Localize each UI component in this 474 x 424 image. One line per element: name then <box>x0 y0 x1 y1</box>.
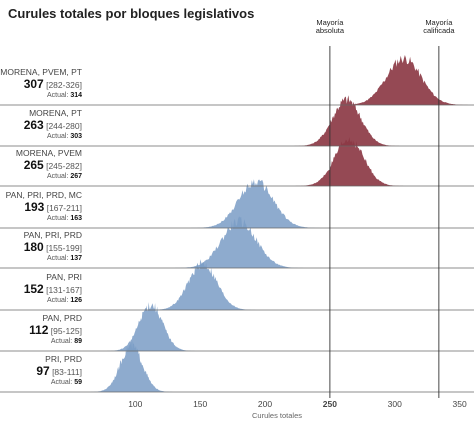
series-median: 112 [95-125] <box>29 322 82 337</box>
threshold-label-1: Mayoría absoluta <box>315 18 345 36</box>
distribution-1 <box>331 55 474 105</box>
series-name: PAN, PRI, PRD <box>23 230 82 240</box>
series-median: 307 [282-326] <box>23 76 82 91</box>
row-label-3: MORENA, PVEM 265 [245-282] Actual: 267 <box>0 148 82 181</box>
series-name: PAN, PRI <box>46 272 82 282</box>
series-name: PRI, PRD <box>45 354 82 364</box>
x-axis-label: Curules totales <box>252 411 302 420</box>
series-actual: Actual: 314 <box>46 91 82 99</box>
series-median: 180 [155-199] <box>23 239 82 254</box>
series-actual: Actual: 137 <box>46 254 82 262</box>
x-tick-label-2: 150 <box>193 399 207 409</box>
series-name: PAN, PRD <box>42 313 82 323</box>
series-actual: Actual: 126 <box>46 296 82 304</box>
row-label-4: PAN, PRI, PRD, MC 193 [167-211] Actual: 16… <box>0 190 82 223</box>
series-actual: Actual: 303 <box>46 132 82 140</box>
row-label-1: MORENA, PVEM, PT 307 [282-326] Actual: 314 <box>0 67 82 100</box>
series-median: 152 [131-167] <box>23 281 82 296</box>
chart-title: Curules totales por bloques legislativos <box>8 6 255 21</box>
x-tick-label-1: 100 <box>128 399 142 409</box>
series-actual: Actual: 89 <box>50 337 82 345</box>
series-actual: Actual: 59 <box>50 378 82 386</box>
series-median: 263 [244-280] <box>23 117 82 132</box>
row-label-6: PAN, PRI 152 [131-167] Actual: 126 <box>0 272 82 305</box>
series-median: 193 [167-211] <box>24 199 82 214</box>
row-label-5: PAN, PRI, PRD 180 [155-199] Actual: 137 <box>0 230 82 263</box>
distribution-2 <box>287 95 407 146</box>
series-actual: Actual: 267 <box>46 172 82 180</box>
threshold-label-2: Mayoría calificada <box>423 18 455 36</box>
series-actual: Actual: 163 <box>46 214 82 222</box>
series-median: 265 [245-282] <box>23 157 82 172</box>
distribution-4 <box>183 179 329 228</box>
distribution-6 <box>143 259 263 310</box>
series-name: MORENA, PT <box>29 108 82 118</box>
series-name: MORENA, PVEM <box>15 148 82 158</box>
distribution-7 <box>101 302 201 351</box>
series-name: MORENA, PVEM, PT <box>0 67 82 77</box>
distribution-3 <box>288 137 411 186</box>
x-tick-label-5: 300 <box>388 399 402 409</box>
x-tick-label-4: 250 <box>323 399 337 409</box>
distribution-5 <box>166 216 312 268</box>
distribution-8 <box>85 340 178 392</box>
row-label-7: PAN, PRD 112 [95-125] Actual: 89 <box>0 313 82 346</box>
row-label-2: MORENA, PT 263 [244-280] Actual: 303 <box>0 108 82 141</box>
series-median: 97 [83-111] <box>36 363 82 378</box>
row-label-8: PRI, PRD 97 [83-111] Actual: 59 <box>0 354 82 387</box>
x-tick-label-6: 350 <box>453 399 467 409</box>
x-tick-label-3: 200 <box>258 399 272 409</box>
series-name: PAN, PRI, PRD, MC <box>5 190 82 200</box>
